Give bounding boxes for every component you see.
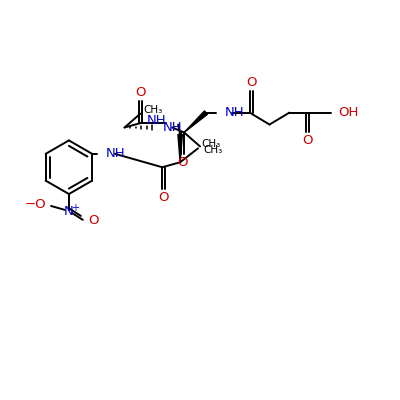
Text: NH: NH	[106, 147, 126, 160]
Text: O: O	[136, 86, 146, 99]
Text: OH: OH	[338, 106, 358, 119]
Text: O: O	[246, 76, 256, 89]
Text: O: O	[88, 214, 98, 227]
Text: CH₃: CH₃	[144, 105, 163, 115]
Polygon shape	[184, 111, 208, 132]
Text: NH: NH	[147, 114, 166, 127]
Text: O: O	[177, 156, 188, 169]
Text: O: O	[302, 134, 313, 147]
Text: O: O	[158, 190, 169, 204]
Text: NH: NH	[225, 106, 244, 119]
Text: CH₃: CH₃	[203, 145, 222, 155]
Text: N: N	[64, 206, 74, 218]
Polygon shape	[178, 134, 182, 162]
Text: CH₃: CH₃	[201, 139, 220, 149]
Text: NH: NH	[162, 121, 182, 134]
Text: −O: −O	[24, 198, 46, 212]
Text: +: +	[71, 203, 79, 213]
